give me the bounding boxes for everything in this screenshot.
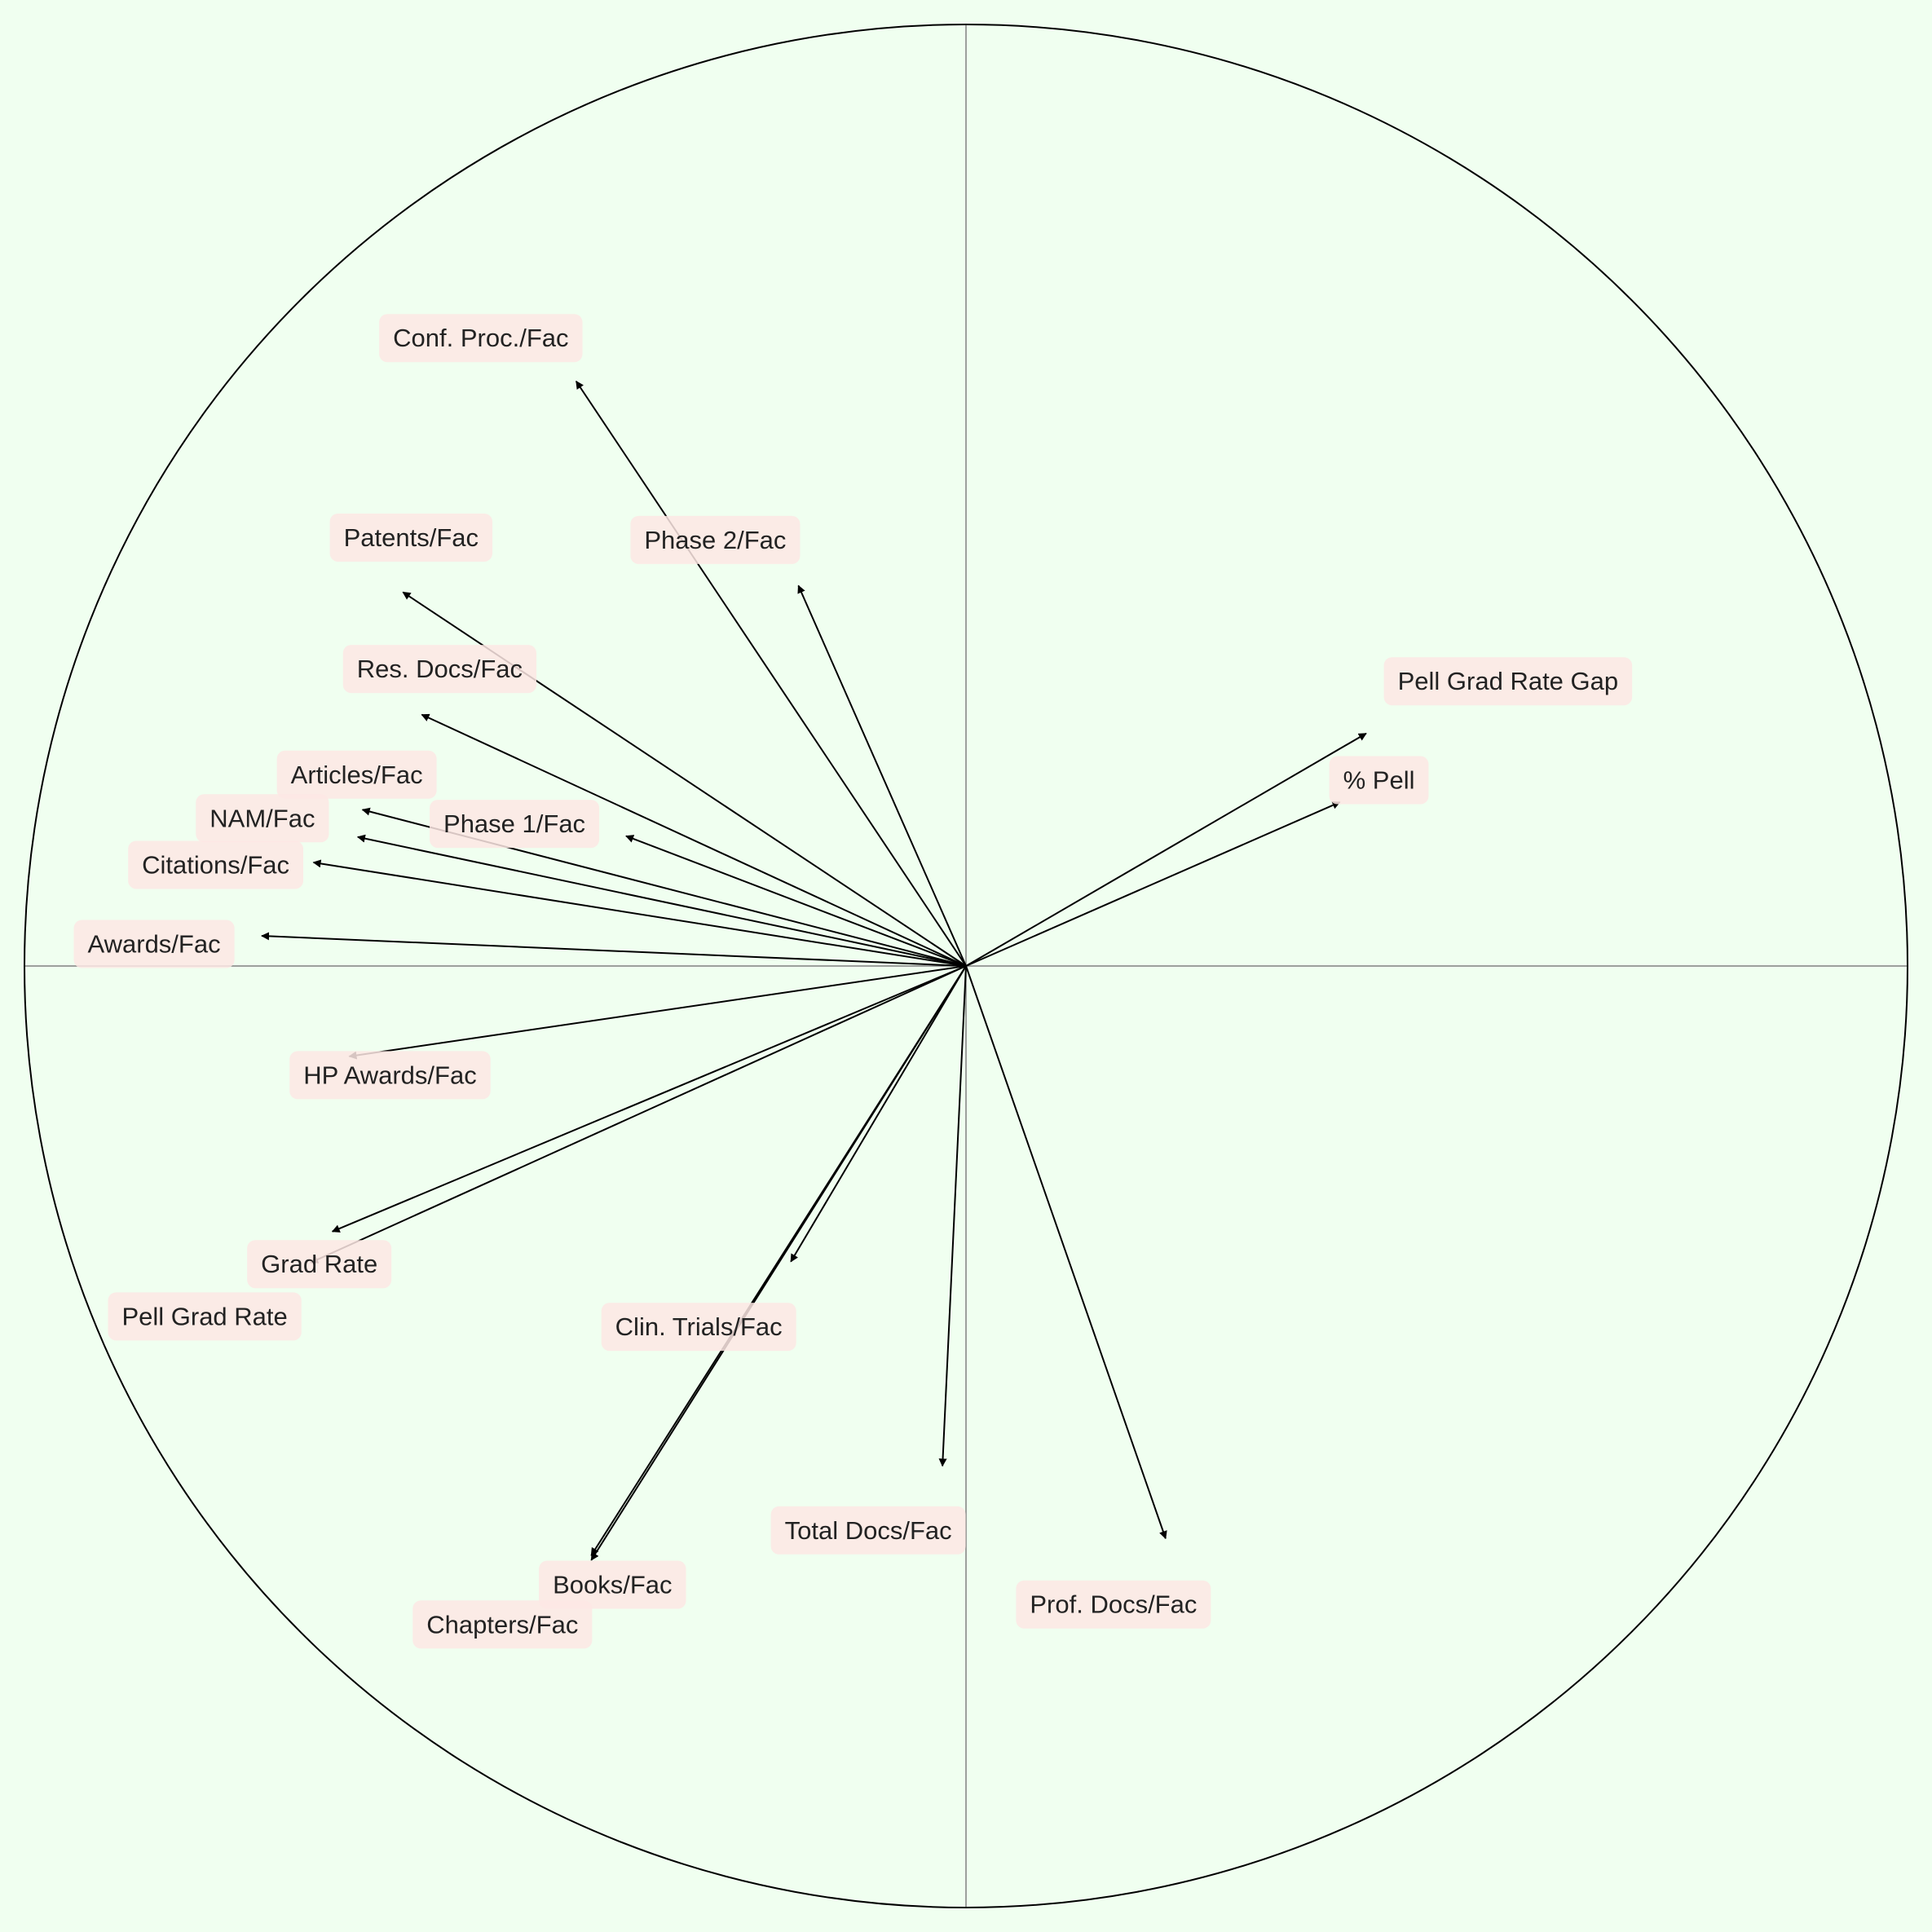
label-box [73,920,235,968]
label-box [379,314,583,363]
vector-label-chapters-fac: Chapters/Fac [412,1600,593,1649]
vector-arrow-pell-grad-rate-gap [965,732,1367,967]
label-box [1383,657,1633,706]
label-text: Articles/Fac [291,761,423,789]
label-text: Phase 1/Fac [443,809,585,838]
vector-label-grad-rate: Grad Rate [247,1240,392,1289]
correlation-circle [24,24,1908,1908]
vector-arrow-res-docs-fac [421,713,967,967]
vector-arrow-conf-proc-fac [575,380,967,967]
label-box [329,513,493,562]
label-box [196,794,329,843]
vector-label-hp-awards-fac: HP Awards/Fac [289,1051,491,1100]
label-text: % Pell [1343,766,1415,795]
label-box [1329,756,1429,805]
vector-label-pell-grad-rate-gap: Pell Grad Rate Gap [1383,657,1633,706]
label-box [276,750,437,799]
label-text: Res. Docs/Fac [357,655,523,683]
vector-arrow-clin-trials-fac [790,965,967,1263]
label-text: Conf. Proc./Fac [393,324,568,352]
vector-label-pell: % Pell [1329,756,1429,805]
label-box [770,1506,966,1555]
label-text: Chapters/Fac [426,1610,578,1639]
vector-label-nam-fac: NAM/Fac [196,794,329,843]
vector-label-res-docs-fac: Res. Docs/Fac [342,645,537,694]
vector-arrow-citations-fac [312,859,967,967]
vector-label-awards-fac: Awards/Fac [73,920,235,968]
vector-arrow-chapters-fac [590,965,967,1561]
label-box [412,1600,593,1649]
label-text: NAM/Fac [210,804,315,832]
label-text: Pell Grad Rate [121,1302,287,1330]
vector-arrow-pell [965,801,1341,967]
vector-label-prof-docs-fac: Prof. Docs/Fac [1016,1580,1211,1629]
label-text: Books/Fac [553,1571,672,1599]
label-box [430,800,600,849]
vector-label-conf-proc-fac: Conf. Proc./Fac [379,314,583,363]
vector-arrow-phase-1-fac [625,835,967,967]
vector-labels: Conf. Proc./Fac Phase 2/Fac Patents/Fac Res… [73,314,1633,1649]
label-text: HP Awards/Fac [303,1061,477,1089]
label-text: Phase 2/Fac [644,526,786,554]
label-box [247,1240,392,1289]
vector-label-pell-grad-rate: Pell Grad Rate [108,1292,302,1341]
label-text: Grad Rate [261,1250,377,1278]
vector-label-phase-2-fac: Phase 2/Fac [630,515,801,564]
label-text: Pell Grad Rate Gap [1398,667,1619,695]
vector-label-phase-1-fac: Phase 1/Fac [430,800,600,849]
vector-arrow-grad-rate [331,965,967,1233]
label-text: Patents/Fac [344,523,479,552]
vector-arrow-nam-fac [356,834,967,967]
vector-label-articles-fac: Articles/Fac [276,750,437,799]
label-box [342,645,537,694]
vector-arrow-awards-fac [261,932,967,967]
vector-label-total-docs-fac: Total Docs/Fac [770,1506,966,1555]
label-box [289,1051,491,1100]
unit-circle [24,24,1908,1908]
vector-arrow-prof-docs-fac [965,965,1167,1540]
label-box [128,840,304,889]
vector-arrow-hp-awards-fac [348,965,967,1060]
vector-label-books-fac: Books/Fac [539,1560,686,1609]
label-box [630,515,801,564]
label-text: Awards/Fac [88,930,221,959]
label-text: Prof. Docs/Fac [1030,1590,1197,1619]
label-text: Clin. Trials/Fac [615,1312,783,1341]
vector-label-patents-fac: Patents/Fac [329,513,493,562]
vector-arrow-phase-2-fac [797,584,967,967]
vector-label-clin-trials-fac: Clin. Trials/Fac [601,1303,796,1352]
vector-arrow-total-docs-fac [938,965,967,1467]
label-box [539,1560,686,1609]
label-text: Total Docs/Fac [785,1516,952,1545]
label-text: Citations/Fac [142,850,289,879]
vector-arrow-pell-grad-rate [310,965,967,1264]
label-box [601,1303,796,1352]
vector-label-citations-fac: Citations/Fac [128,840,304,889]
label-box [1016,1580,1211,1629]
label-box [108,1292,302,1341]
